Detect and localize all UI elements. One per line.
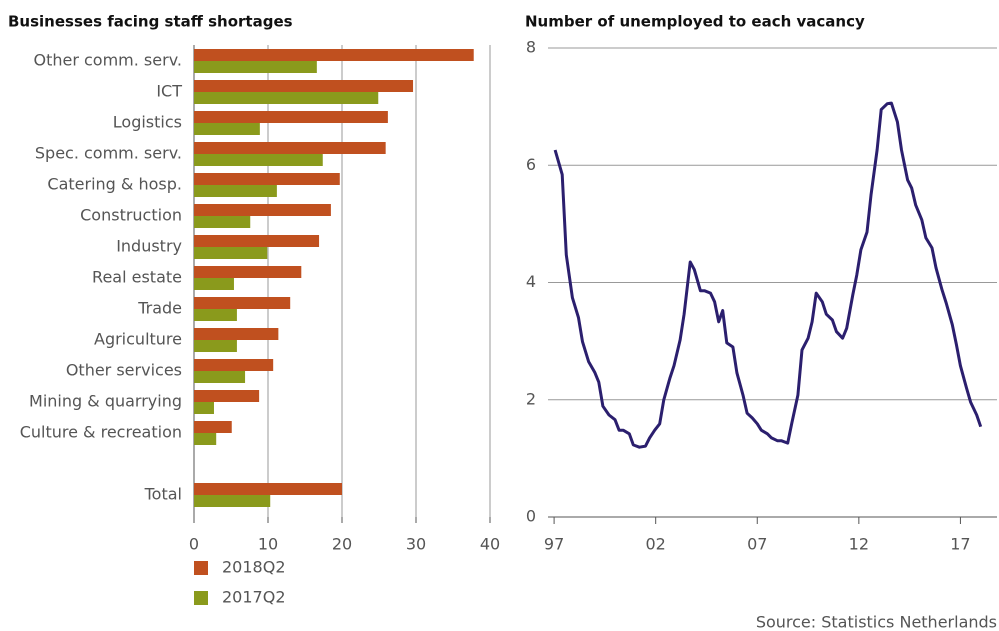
bar <box>194 278 234 290</box>
x-tick-label: 17 <box>950 535 970 554</box>
bar <box>194 80 414 92</box>
category-label: Trade <box>137 299 182 318</box>
bar <box>194 154 323 166</box>
category-label: Construction <box>80 206 182 225</box>
y-tick-label: 2 <box>526 389 536 408</box>
legend-label: 2017Q2 <box>222 588 286 607</box>
bar <box>194 247 268 259</box>
category-label: Agriculture <box>94 330 182 349</box>
x-tick-label: 07 <box>747 535 767 554</box>
y-tick-label: 8 <box>526 38 536 57</box>
x-tick-label: 97 <box>544 535 564 554</box>
bar <box>194 359 274 371</box>
x-tick-label: 30 <box>406 535 426 554</box>
bar <box>194 173 340 185</box>
bar <box>194 61 317 73</box>
bar <box>194 495 271 507</box>
y-tick-label: 4 <box>526 272 536 291</box>
category-label: Spec. comm. serv. <box>35 144 182 163</box>
bar <box>194 266 302 278</box>
bar <box>194 185 277 197</box>
x-tick-label: 40 <box>480 535 500 554</box>
bar <box>194 402 214 414</box>
bar <box>194 328 279 340</box>
category-label: Total <box>144 485 182 504</box>
bar <box>194 204 331 216</box>
bar <box>194 216 251 228</box>
chart-title: Businesses facing staff shortages <box>8 13 293 31</box>
category-label: ICT <box>156 82 182 101</box>
bar <box>194 390 260 402</box>
x-tick-label: 12 <box>849 535 869 554</box>
category-label: Mining & quarrying <box>29 392 182 411</box>
category-label: Real estate <box>92 268 182 287</box>
y-tick-label: 6 <box>526 155 536 174</box>
bar <box>194 123 260 135</box>
legend-swatch <box>194 561 208 575</box>
bar <box>194 421 232 433</box>
bar <box>194 142 386 154</box>
bar <box>194 297 291 309</box>
x-tick-label: 20 <box>332 535 352 554</box>
legend-swatch <box>194 591 208 605</box>
bar <box>194 111 388 123</box>
legend-label: 2018Q2 <box>222 558 286 577</box>
bar <box>194 371 246 383</box>
bar <box>194 235 320 247</box>
category-label: Logistics <box>113 113 182 132</box>
y-tick-label: 0 <box>526 507 536 526</box>
x-tick-label: 02 <box>645 535 665 554</box>
bar <box>194 49 474 61</box>
category-label: Catering & hosp. <box>47 175 182 194</box>
bar <box>194 483 342 495</box>
category-label: Other comm. serv. <box>33 51 182 70</box>
bar <box>194 309 237 321</box>
source: Source: Statistics Netherlands <box>756 613 997 631</box>
category-label: Industry <box>116 237 182 256</box>
line <box>553 101 983 449</box>
chart-title: Number of unemployed to each vacancy <box>525 13 865 31</box>
category-label: Culture & recreation <box>20 423 182 442</box>
category-label: Other services <box>66 361 182 380</box>
x-tick-label: 10 <box>258 535 278 554</box>
bar <box>194 92 379 104</box>
bar <box>194 340 237 352</box>
x-tick-label: 0 <box>189 535 199 554</box>
bar <box>194 433 217 445</box>
